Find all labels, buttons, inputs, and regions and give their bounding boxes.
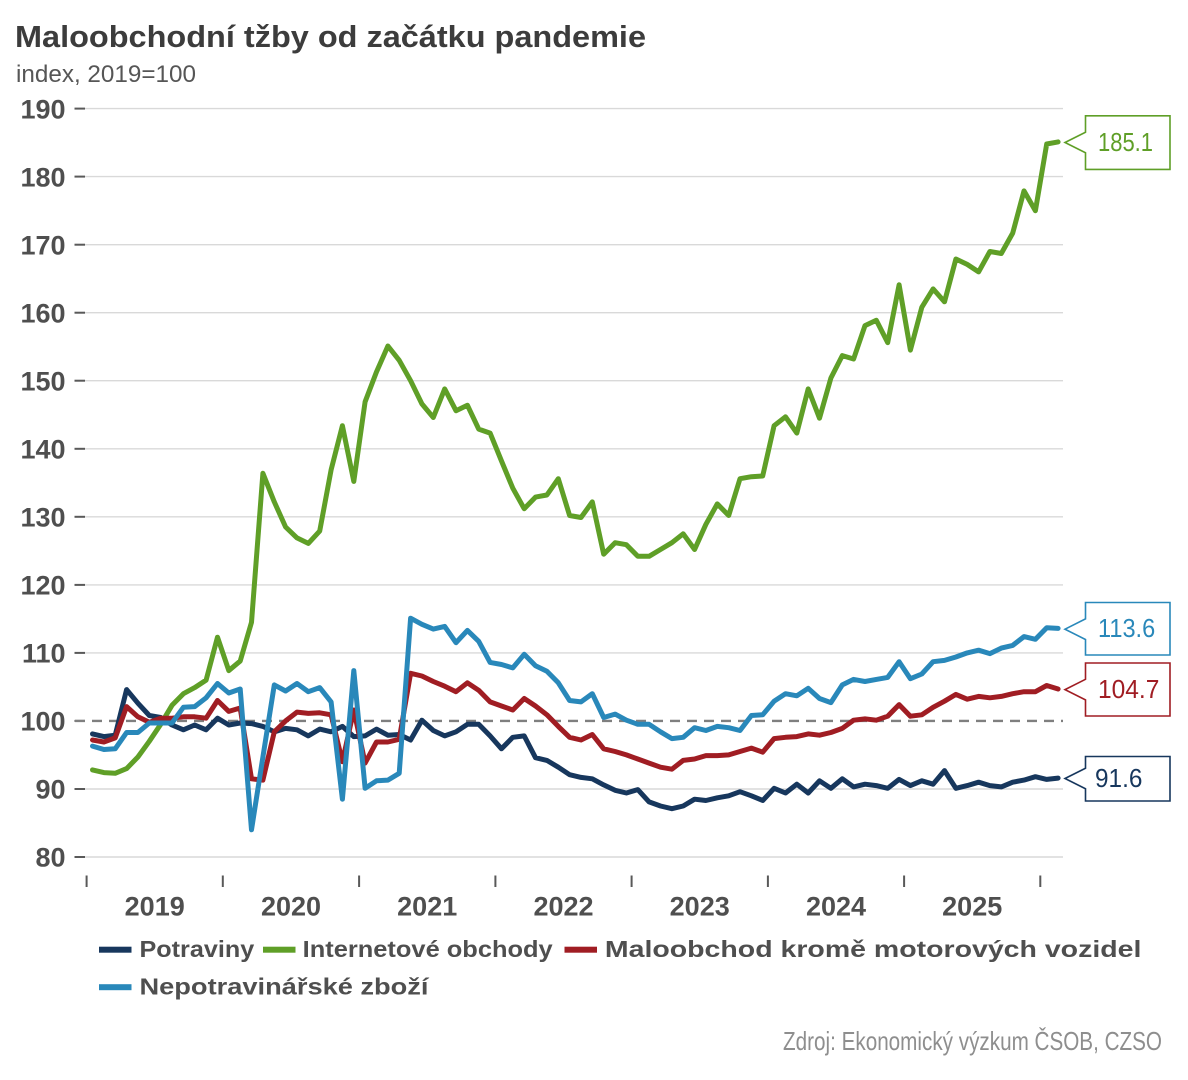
svg-text:160: 160 xyxy=(20,298,65,328)
svg-text:140: 140 xyxy=(20,435,65,465)
svg-text:index, 2019=100: index, 2019=100 xyxy=(16,61,196,88)
svg-text:80: 80 xyxy=(35,843,65,873)
svg-text:2022: 2022 xyxy=(533,892,593,922)
svg-text:2024: 2024 xyxy=(806,892,866,922)
svg-text:180: 180 xyxy=(20,162,65,192)
svg-text:90: 90 xyxy=(35,775,65,805)
svg-text:110: 110 xyxy=(22,639,66,669)
svg-text:Zdroj: Ekonomický výzkum ČSOB,: Zdroj: Ekonomický výzkum ČSOB, CZSO xyxy=(783,1026,1162,1056)
svg-text:Potraviny: Potraviny xyxy=(140,936,255,962)
svg-text:170: 170 xyxy=(20,230,65,260)
svg-text:190: 190 xyxy=(20,94,65,124)
svg-text:Maloobchod kromě motorových vo: Maloobchod kromě motorových vozidel xyxy=(605,936,1142,962)
svg-text:130: 130 xyxy=(20,503,65,533)
svg-text:Maloobchodní tžby od začátku p: Maloobchodní tžby od začátku pandemie xyxy=(15,19,646,54)
svg-text:113.6: 113.6 xyxy=(1098,613,1155,643)
svg-text:Internetové obchody: Internetové obchody xyxy=(303,936,553,962)
svg-text:104.7: 104.7 xyxy=(1098,674,1159,704)
svg-text:185.1: 185.1 xyxy=(1098,127,1153,157)
svg-text:Nepotravinářské zboží: Nepotravinářské zboží xyxy=(140,973,431,999)
svg-text:120: 120 xyxy=(20,571,65,601)
svg-text:2023: 2023 xyxy=(670,892,730,922)
svg-text:2021: 2021 xyxy=(397,892,457,922)
svg-text:91.6: 91.6 xyxy=(1095,763,1142,793)
svg-text:150: 150 xyxy=(20,366,65,396)
svg-text:2020: 2020 xyxy=(261,892,321,922)
svg-text:2025: 2025 xyxy=(942,892,1002,922)
svg-text:2019: 2019 xyxy=(125,892,185,922)
svg-text:100: 100 xyxy=(20,707,65,737)
